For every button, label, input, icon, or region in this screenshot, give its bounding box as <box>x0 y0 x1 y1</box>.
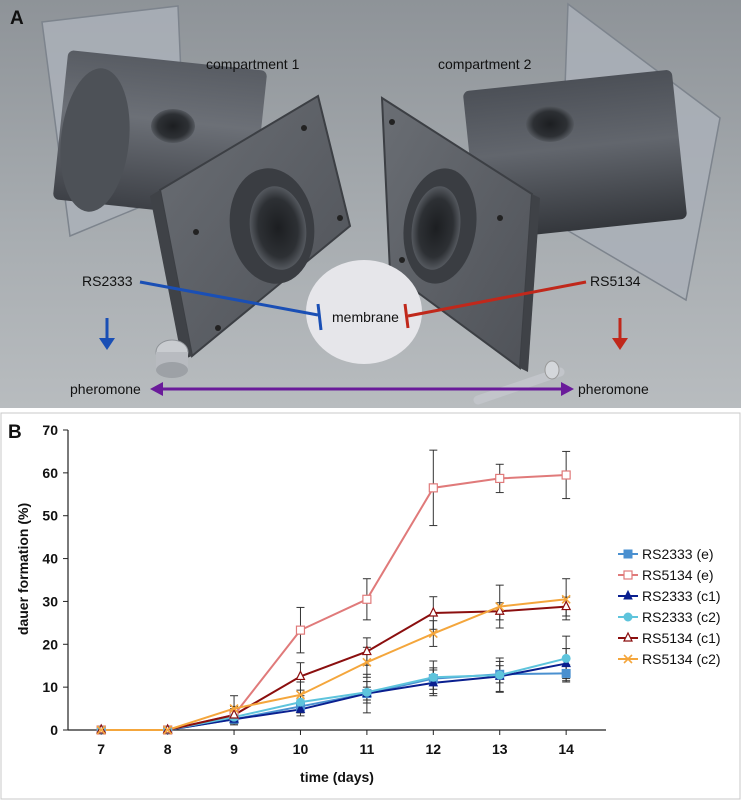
data-point <box>295 625 306 635</box>
down-arrow-right-icon <box>612 318 628 350</box>
data-point <box>561 594 571 604</box>
y-tick-label: 50 <box>42 508 58 524</box>
data-point <box>561 668 571 678</box>
rs5134-pointer-bar <box>403 303 410 329</box>
data-point <box>428 672 438 682</box>
data-point <box>561 470 571 480</box>
pheromone-right-label: pheromone <box>578 381 649 397</box>
membrane-disc <box>306 260 422 364</box>
x-tick-label: 10 <box>293 741 309 757</box>
x-tick-label: 7 <box>97 741 105 757</box>
compartment-1-label: compartment 1 <box>206 56 300 72</box>
series-lines <box>101 474 567 731</box>
x-tick-label: 12 <box>426 741 442 757</box>
legend-label: RS5134 (e) <box>642 567 714 583</box>
panel-b-letter: B <box>8 422 22 443</box>
chart-legend: RS2333 (e) RS5134 (e) RS2333 (c1) RS2333 (c… <box>618 546 721 667</box>
y-tick-label: 40 <box>42 551 58 567</box>
data-point <box>561 600 572 611</box>
legend-marker <box>623 612 633 622</box>
x-tick-label: 14 <box>558 741 574 757</box>
data-point <box>362 657 372 667</box>
x-tick-label: 8 <box>164 741 172 757</box>
data-point <box>428 606 439 617</box>
legend-label: RS5134 (c1) <box>642 630 721 646</box>
data-point <box>428 629 438 639</box>
data-point <box>295 697 305 707</box>
data-point <box>229 704 239 714</box>
rs5134-label: RS5134 <box>590 273 641 289</box>
marker-stroke <box>561 594 571 604</box>
y-tick-label: 10 <box>42 679 58 695</box>
legend-label: RS2333 (e) <box>642 546 714 562</box>
compartment-2-label: compartment 2 <box>438 56 532 72</box>
data-point <box>495 473 505 484</box>
marker-stroke <box>362 657 372 667</box>
marker-stroke <box>495 602 505 612</box>
data-point <box>428 483 438 493</box>
membrane-label: membrane <box>332 309 399 325</box>
chart-axes: 0 10 20 30 40 50 60 70 7 8 9 10 11 12 13 14 <box>42 422 606 757</box>
marker-stroke <box>295 690 306 700</box>
y-tick-label: 0 <box>50 722 58 738</box>
panel-a-letter: A <box>10 8 24 29</box>
data-point <box>96 725 106 735</box>
rs2333-label: RS2333 <box>82 273 133 289</box>
marker-stroke <box>163 725 173 735</box>
y-tick-label: 30 <box>42 593 58 609</box>
x-tick-label: 11 <box>359 741 374 757</box>
rs5134-pointer-line <box>407 280 587 318</box>
y-tick-label: 60 <box>42 465 58 481</box>
data-point <box>561 653 571 663</box>
marker-stroke <box>229 704 239 714</box>
legend-marker <box>623 631 633 642</box>
data-point <box>229 708 240 719</box>
x-axis-label: time (days) <box>300 769 374 785</box>
rs2333-pointer-line <box>139 280 319 317</box>
thumb-screw <box>155 339 189 378</box>
legend-label: RS5134 (c2) <box>642 651 721 667</box>
legend-marker <box>623 549 633 559</box>
legend-label: RS2333 (c2) <box>642 609 721 625</box>
legend-label: RS2333 (c1) <box>642 588 721 604</box>
data-point <box>494 604 505 615</box>
y-axis-label: dauer formation (%) <box>15 503 31 635</box>
data-point <box>295 690 306 700</box>
pheromone-left-label: pheromone <box>70 381 141 397</box>
marker-stroke <box>96 725 106 735</box>
data-point <box>361 645 372 656</box>
panel-b-chart: B 0 10 20 30 40 50 60 70 7 8 9 10 11 12 13 14 RS2333 (e… <box>0 412 741 800</box>
legend-marker <box>623 570 633 580</box>
data-point <box>362 687 372 697</box>
legend-marker <box>623 589 633 600</box>
legend-marker <box>623 654 633 664</box>
y-tick-label: 20 <box>42 636 58 652</box>
data-point <box>495 602 505 612</box>
data-point <box>428 676 439 687</box>
marker-stroke <box>623 654 633 664</box>
series-markers <box>96 470 572 735</box>
data-point <box>295 703 306 713</box>
panel-a-photo: A compartment 1 compartment 2 RS2333 RS5… <box>0 0 741 408</box>
rs2333-pointer-bar <box>316 303 323 331</box>
bolt <box>473 360 565 405</box>
down-arrow-left-icon <box>99 318 115 350</box>
y-tick-label: 70 <box>42 422 58 438</box>
chart-frame <box>0 412 741 800</box>
data-point <box>295 670 306 681</box>
pheromone-double-arrow <box>150 382 574 396</box>
data-point <box>163 725 173 735</box>
data-point <box>362 594 372 604</box>
x-tick-label: 9 <box>230 741 238 757</box>
marker-stroke <box>428 629 438 639</box>
series-line-5 <box>101 598 567 731</box>
compartment-1-chamber <box>41 5 352 360</box>
data-point <box>495 670 505 680</box>
x-tick-label: 13 <box>492 741 508 757</box>
